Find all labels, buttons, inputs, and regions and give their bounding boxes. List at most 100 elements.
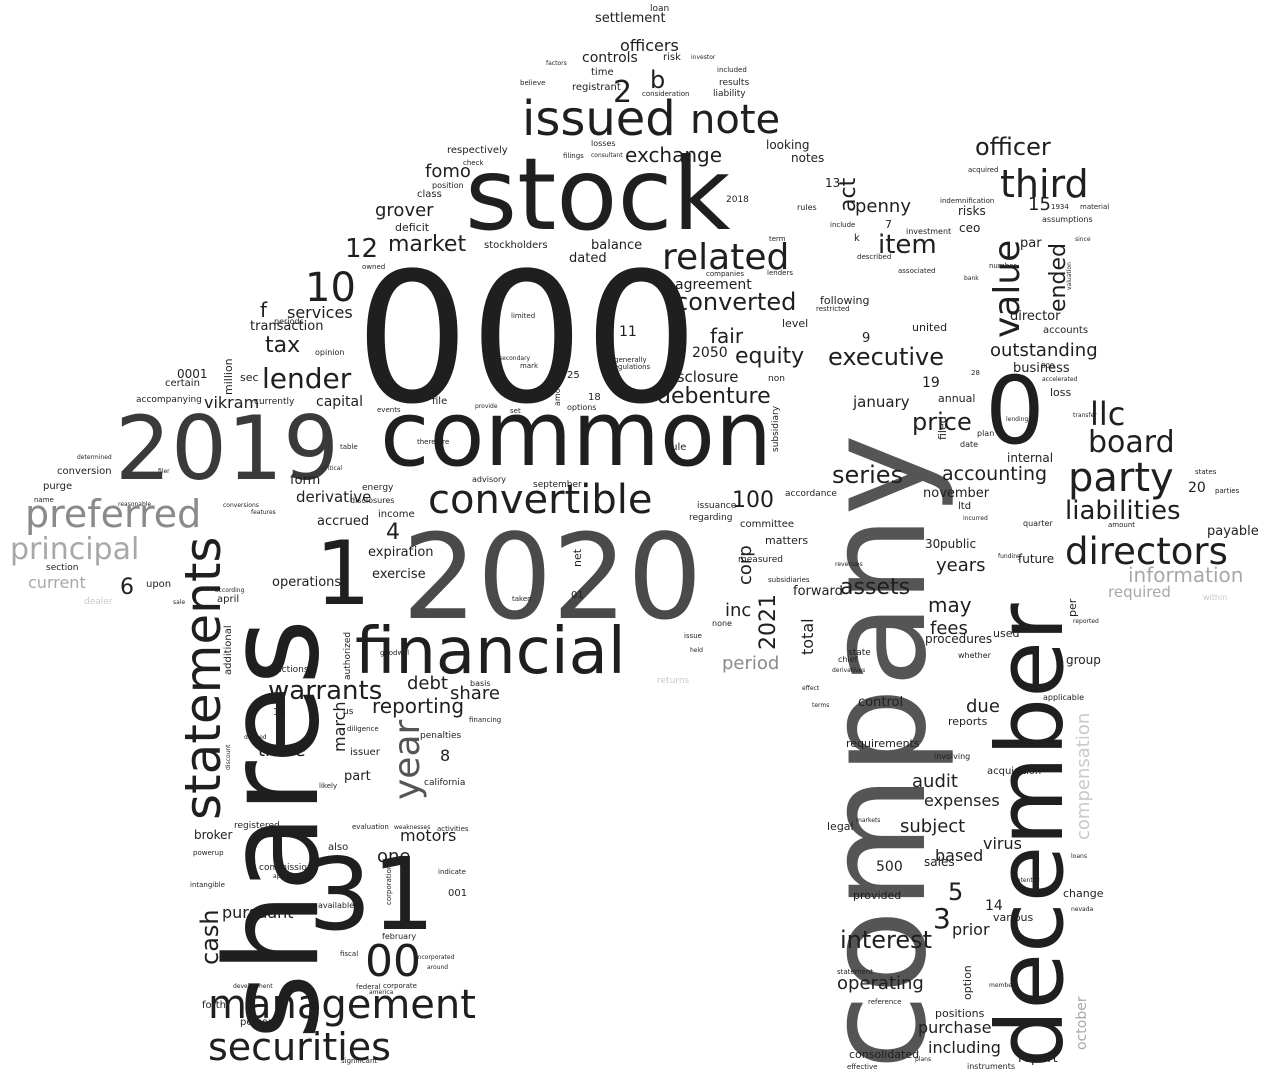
- cloud-word: including: [928, 1038, 1001, 1057]
- cloud-word: secondary: [499, 355, 531, 362]
- cloud-word: subsidiary: [771, 405, 781, 452]
- cloud-word: price: [912, 408, 972, 436]
- cloud-word: accounts: [1043, 325, 1089, 336]
- cloud-word: debenture: [657, 384, 771, 409]
- cloud-word: llc: [1090, 395, 1126, 433]
- cloud-word: operating: [837, 973, 924, 994]
- cloud-word: transaction: [250, 319, 324, 334]
- cloud-word: exercise: [372, 567, 426, 582]
- cloud-word: companies: [706, 270, 745, 278]
- cloud-word: indemnification: [940, 197, 995, 205]
- cloud-word: taken: [512, 595, 532, 603]
- cloud-word: 2018: [726, 195, 749, 205]
- cloud-word: intangible: [190, 881, 225, 889]
- cloud-word: held: [690, 647, 703, 654]
- cloud-word: total: [798, 618, 817, 655]
- cloud-word: events: [377, 406, 401, 414]
- cloud-word: 1: [315, 522, 371, 625]
- cloud-word: february: [382, 932, 417, 941]
- cloud-word: regulations: [611, 363, 651, 371]
- cloud-word: lending: [1006, 416, 1029, 423]
- cloud-word: development: [233, 983, 273, 990]
- cloud-word: material: [1080, 203, 1110, 211]
- cloud-word: activities: [437, 825, 469, 833]
- cloud-word: weaknesses: [394, 824, 431, 831]
- cloud-word: 12: [345, 234, 379, 264]
- cloud-word: 001: [448, 888, 468, 899]
- cloud-word: securities: [208, 1025, 391, 1069]
- cloud-word: regarding: [689, 513, 733, 523]
- cloud-word: non: [768, 374, 785, 384]
- cloud-word: accelerated: [1042, 376, 1078, 383]
- cloud-word: various: [993, 911, 1034, 924]
- cloud-word: compensation: [1073, 712, 1094, 840]
- cloud-word: accounting: [942, 463, 1048, 485]
- cloud-word: statement: [837, 968, 874, 976]
- cloud-word: party: [1068, 455, 1174, 501]
- cloud-word: 6: [120, 575, 134, 600]
- cloud-word: assets: [840, 575, 911, 600]
- cloud-word: conversion: [57, 466, 112, 477]
- cloud-word: corporate: [383, 982, 417, 990]
- cloud-word: payable: [1207, 524, 1259, 539]
- cloud-word: respectively: [447, 145, 508, 156]
- cloud-word: internal: [1007, 451, 1054, 465]
- cloud-word: related: [662, 237, 790, 278]
- cloud-word: involving: [934, 752, 971, 761]
- cloud-word: goodwill: [380, 649, 410, 657]
- cloud-word: 13: [825, 176, 841, 190]
- cloud-word: liability: [713, 89, 746, 99]
- cloud-word: within: [1203, 593, 1228, 602]
- cloud-word: outstanding: [990, 340, 1098, 361]
- cloud-word: 2021: [756, 594, 781, 650]
- cloud-word: reporting: [372, 694, 465, 718]
- cloud-word: stockholders: [484, 240, 548, 251]
- cloud-word: included: [717, 66, 747, 74]
- cloud-word: 14: [985, 898, 1003, 914]
- cloud-word: 11: [619, 324, 637, 340]
- cloud-word: class: [417, 189, 442, 200]
- cloud-word: motors: [400, 826, 457, 845]
- cloud-word: statements: [174, 536, 232, 820]
- cloud-word: filings: [563, 152, 584, 160]
- cloud-word: note: [690, 97, 781, 143]
- cloud-word: series: [832, 461, 904, 489]
- cloud-word: operations: [272, 575, 342, 590]
- cloud-word: legal: [827, 820, 854, 833]
- cloud-word: transactions: [253, 665, 309, 675]
- cloud-word: table: [340, 443, 358, 451]
- cloud-word: additional: [223, 625, 234, 675]
- cloud-word: 0001: [177, 367, 208, 381]
- cloud-word: risk: [663, 52, 681, 63]
- cloud-word: vikram: [204, 393, 260, 412]
- cloud-word: around: [427, 964, 449, 971]
- cloud-word: subsidiaries: [768, 576, 810, 584]
- cloud-word: state: [848, 648, 871, 658]
- cloud-word: looking: [766, 138, 810, 152]
- cloud-word: deficit: [395, 221, 430, 234]
- cloud-word: notes: [791, 151, 825, 165]
- cloud-word: plan: [977, 429, 995, 438]
- cloud-word: transfer: [1073, 412, 1097, 419]
- cloud-word: 000: [355, 235, 699, 444]
- cloud-word: investor: [691, 54, 716, 61]
- cloud-word: k: [854, 233, 860, 244]
- cloud-word: financial: [355, 615, 626, 689]
- cloud-word: generally: [614, 356, 647, 364]
- cloud-word: federal: [356, 983, 381, 991]
- cloud-word: level: [782, 317, 809, 330]
- cloud-word: 30: [925, 537, 941, 551]
- cloud-word: expiration: [368, 545, 434, 560]
- cloud-word: 4: [386, 520, 400, 545]
- cloud-word: risks: [958, 204, 986, 218]
- cloud-word: 28: [971, 369, 980, 377]
- cloud-word: 00: [365, 936, 421, 987]
- cloud-word: effect: [802, 685, 820, 692]
- cloud-word: years: [936, 555, 986, 576]
- cloud-word: services: [287, 303, 353, 322]
- cloud-word: audit: [912, 771, 958, 792]
- cloud-word: inc: [725, 600, 752, 621]
- cloud-word: us: [343, 707, 354, 717]
- cloud-word: period: [722, 653, 780, 674]
